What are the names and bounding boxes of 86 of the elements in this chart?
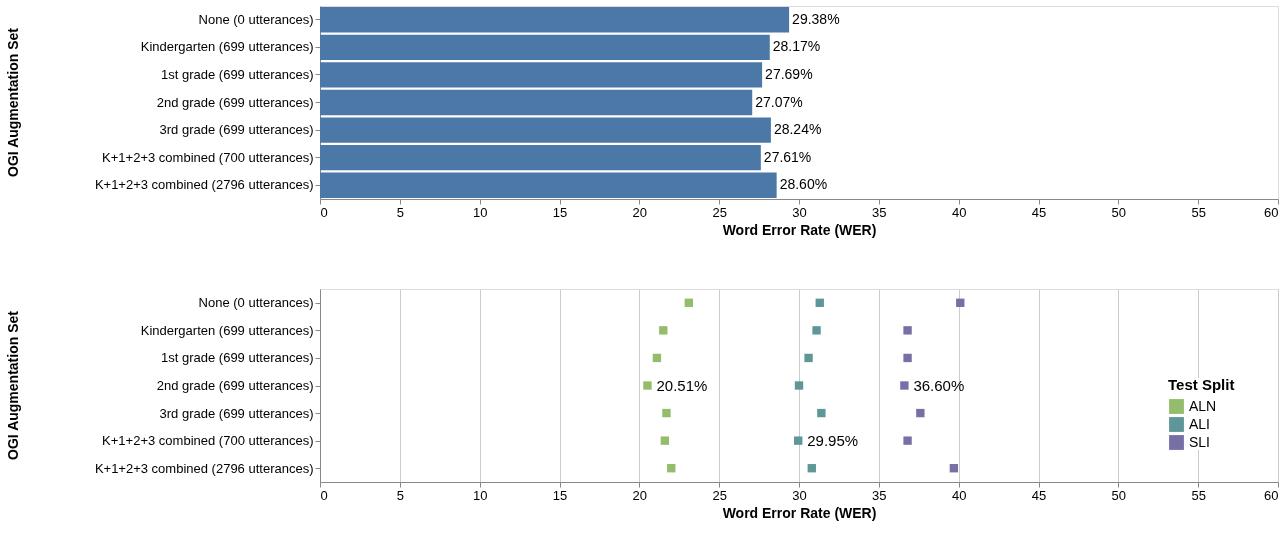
x-axis-title: Word Error Rate (WER) (722, 221, 877, 238)
y-tick-label: None (0 utterances) (198, 295, 314, 311)
y-axis-title: OGI Augmentation Set (4, 310, 21, 460)
x-tick-label: 35 (872, 204, 887, 220)
x-tick-label: 0 (320, 487, 328, 503)
x-tick-label: 25 (712, 204, 727, 220)
point (807, 464, 816, 473)
data-label: 27.61% (763, 148, 812, 165)
point (660, 436, 670, 445)
point (916, 408, 925, 418)
point (903, 353, 912, 363)
y-axis-title: OGI Augmentation Set (4, 27, 21, 177)
x-tick-label: 30 (792, 204, 807, 220)
point (900, 381, 909, 390)
x-tick-label: 60 (1264, 204, 1279, 220)
x-tick-label: 50 (1111, 487, 1127, 503)
y-tick-label: 1st grade (699 utterances) (161, 350, 314, 366)
y-tick-label: 3rd grade (699 utterances) (159, 405, 314, 421)
x-tick-label: 30 (792, 487, 807, 503)
bar (320, 7, 790, 33)
y-tick-label: 3rd grade (699 utterances) (159, 122, 314, 138)
y-tick-label: Kindergarten (699 utterances) (140, 39, 314, 55)
bar (320, 117, 771, 143)
legend-label: ALN (1189, 397, 1217, 414)
data-label: 27.07% (755, 93, 803, 110)
y-tick-label: K+1+2+3 combined (700 utterances) (102, 433, 314, 449)
point (643, 381, 652, 390)
point (794, 381, 804, 390)
x-tick-label: 15 (552, 204, 568, 220)
y-tick-label: None (0 utterances) (198, 11, 314, 27)
bar (320, 62, 763, 88)
bar (320, 172, 777, 198)
data-label: 28.60% (779, 176, 828, 193)
point (652, 353, 662, 363)
y-tick-label: 1st grade (699 utterances) (161, 66, 314, 82)
point (812, 326, 821, 335)
point (815, 298, 824, 307)
point (903, 436, 912, 445)
x-tick-label: 20 (632, 204, 648, 220)
x-tick-label: 55 (1191, 204, 1206, 220)
data-label: 29.95% (807, 431, 859, 449)
x-tick-label: 60 (1264, 487, 1279, 503)
data-label: 28.24% (773, 121, 822, 138)
y-tick-label: Kindergarten (699 utterances) (140, 322, 314, 338)
data-label: 29.38% (792, 10, 840, 27)
data-label: 27.69% (765, 65, 813, 82)
x-tick-label: 45 (1031, 204, 1047, 220)
y-tick-label: 2nd grade (699 utterances) (156, 378, 314, 393)
point (817, 408, 826, 418)
x-tick-label: 40 (951, 487, 967, 503)
data-label: 28.17% (772, 38, 821, 55)
x-axis-title: Word Error Rate (WER) (722, 504, 877, 521)
y-tick-label: K+1+2+3 combined (700 utterances) (102, 149, 314, 165)
bar (320, 89, 753, 116)
data-label: 20.51% (656, 376, 708, 394)
x-tick-label: 25 (712, 487, 727, 503)
point (662, 408, 671, 418)
x-tick-label: 40 (951, 204, 967, 220)
x-tick-label: 45 (1031, 487, 1047, 503)
point (794, 436, 803, 445)
x-tick-label: 10 (472, 204, 488, 220)
data-label: 36.60% (913, 376, 965, 394)
x-tick-label: 50 (1111, 204, 1127, 220)
y-tick-label: K+1+2+3 combined (2796 utterances) (94, 460, 314, 476)
legend-label: SLI (1189, 433, 1211, 450)
y-tick-label: 2nd grade (699 utterances) (156, 94, 314, 110)
x-tick-label: 15 (552, 487, 568, 503)
x-tick-label: 35 (872, 487, 887, 503)
x-tick-label: 0 (320, 204, 328, 220)
x-tick-label: 5 (396, 487, 404, 503)
x-tick-label: 20 (632, 487, 648, 503)
point (956, 298, 965, 307)
bar (320, 144, 761, 171)
bar (320, 34, 770, 61)
x-tick-label: 5 (396, 204, 404, 220)
x-tick-label: 10 (472, 487, 488, 503)
point (667, 464, 676, 473)
point (903, 326, 912, 335)
legend-title: Test Split (1168, 376, 1235, 393)
y-tick-label: K+1+2+3 combined (2796 utterances) (94, 177, 314, 193)
x-tick-label: 55 (1191, 487, 1206, 503)
legend-label: ALI (1189, 415, 1211, 432)
point (949, 464, 959, 473)
point (659, 326, 668, 335)
point (684, 298, 694, 307)
point (804, 353, 813, 363)
